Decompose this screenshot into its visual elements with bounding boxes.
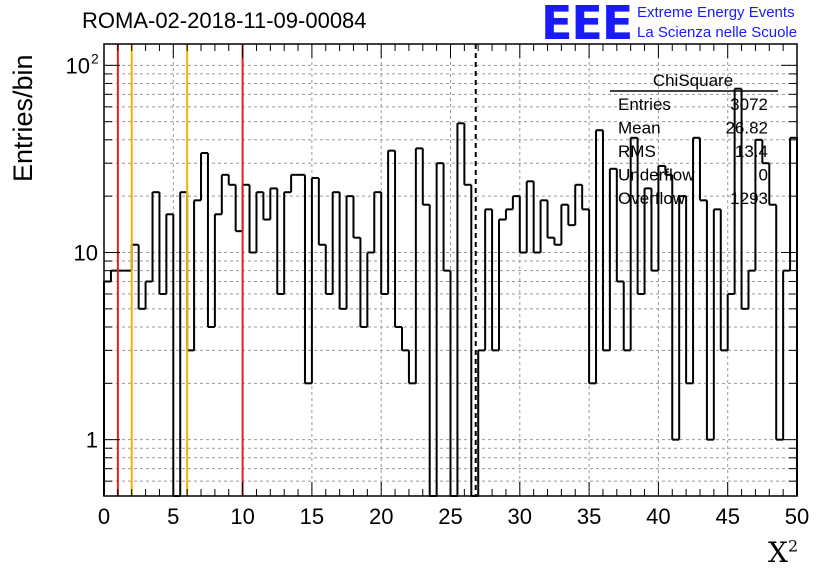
x-tick-label: 20 [369,504,393,529]
stats-row-label: Mean [618,119,661,138]
y-tick-label: 10 [74,240,98,265]
x-tick-label: 35 [577,504,601,529]
y-tick-label: 1 [86,428,98,453]
x-tick-label: 40 [646,504,670,529]
stats-row-label: Underflow [618,166,695,185]
stats-row-value: 0 [759,166,768,185]
stats-box-title: ChiSquare [653,71,733,90]
x-tick-label: 5 [167,504,179,529]
x-axis-label-sup: 2 [787,536,799,556]
histogram-series [103,87,798,497]
x-tick-label: 15 [300,504,324,529]
x-tick-label: 50 [785,504,809,529]
x-axis-label-base: X [768,536,788,569]
x-tick-label: 10 [230,504,254,529]
x-tick-label: 30 [508,504,532,529]
stats-row-value: 3072 [730,95,768,114]
x-tick-label: 25 [438,504,462,529]
stats-row-value: 13.4 [735,142,768,161]
stats-box: ChiSquare Entries 3072 Mean 26.82 RMS 13.4 Unde… [610,71,778,208]
run-title: ROMA-02-2018-11-09-00084 [82,8,367,33]
y-axis-label: Entries/bin [8,54,38,182]
org-name-line1: Extreme Energy Events [637,4,795,21]
reference-lines [116,44,477,496]
x-tick-label: 0 [98,504,110,529]
eee-logo: EEE [541,0,633,50]
x-tick-label: 45 [715,504,739,529]
stats-row-label: Overflow [618,189,686,208]
stats-row-value: 1293 [730,189,768,208]
org-name-line2: La Scienza nelle Scuole [637,24,798,41]
stats-row-value: 26.82 [725,119,768,138]
grid [103,44,798,497]
stats-row-label: RMS [618,142,656,161]
stats-row-label: Entries [618,95,671,114]
y-tick-label-exponent: 2 [91,50,99,66]
x-axis-label: X2 [768,536,798,569]
y-tick-label: 10 [66,53,90,78]
